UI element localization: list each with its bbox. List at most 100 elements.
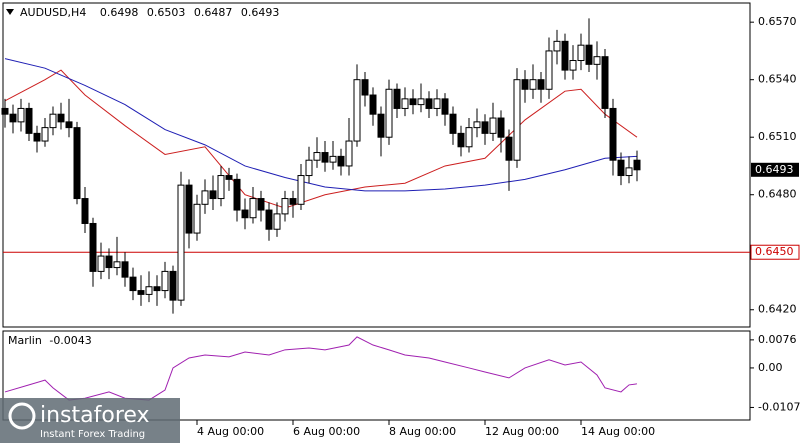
main-pane [2, 2, 751, 328]
candle-body [625, 167, 633, 177]
candle-body [457, 132, 465, 148]
candle-body [233, 178, 241, 211]
candle-body [449, 113, 457, 134]
y-tick-label: 0.00 [758, 361, 783, 374]
candle-body [33, 132, 41, 142]
candle-body [65, 121, 73, 129]
candle-body [145, 286, 153, 295]
candle-body [553, 40, 561, 52]
candle-body [489, 117, 497, 134]
candle-body [289, 198, 297, 205]
candle-body [201, 190, 209, 205]
candle-body [529, 79, 537, 90]
candle-body [137, 290, 145, 295]
candle-body [425, 98, 433, 109]
x-tick-label: 8 Aug 00:00 [389, 425, 456, 438]
oscillator-line [4, 336, 638, 401]
high: 0.6503 [147, 6, 186, 19]
logo-name: instaforex [40, 403, 150, 428]
indicator-name: Marlin [8, 334, 42, 347]
candle-body [353, 79, 361, 142]
open: 0.6498 [100, 6, 139, 19]
candle-body [313, 152, 321, 161]
candle-body [377, 113, 385, 138]
candle-body [401, 98, 409, 109]
candle-body [9, 113, 17, 123]
candle-body [113, 261, 121, 269]
candle-body [577, 44, 585, 62]
level-label: 0.6450 [755, 245, 794, 258]
candle-body [257, 198, 265, 211]
candle-body [513, 79, 521, 161]
candle-body [593, 56, 601, 65]
candle-body [305, 159, 313, 177]
candle-body [249, 198, 257, 219]
candle-body [337, 155, 345, 167]
candle-body [193, 203, 201, 234]
x-tick-label: 14 Aug 00:00 [581, 425, 655, 438]
candle-body [321, 152, 329, 163]
y-tick-label: 0.6570 [758, 15, 797, 28]
y-tick-label: 0.6510 [758, 130, 797, 143]
candle-body [609, 107, 617, 161]
candle-body [417, 98, 425, 106]
candle-body [177, 184, 185, 301]
candle-body [329, 155, 337, 163]
candle-body [569, 60, 577, 71]
candle-body [297, 175, 305, 205]
candle-body [585, 44, 593, 65]
moving-average [4, 69, 638, 209]
candle-body [409, 98, 417, 106]
candle-body [105, 255, 113, 269]
candle-body [497, 117, 505, 138]
y-tick-label: 0.6540 [758, 73, 797, 86]
level-label-box [750, 244, 800, 260]
candle-body [153, 286, 161, 292]
candle-body [97, 255, 105, 272]
candle-body [441, 98, 449, 115]
candle-body [345, 140, 353, 167]
logo-tagline: Instant Forex Trading [40, 429, 145, 440]
candle-body [1, 107, 9, 115]
chart-header: AUDUSD,H4 0.6498 0.6503 0.6487 0.6493 [20, 6, 279, 19]
candle-body [433, 98, 441, 109]
candle-body [57, 113, 65, 123]
candle-body [169, 270, 177, 301]
candle-body [537, 79, 545, 90]
candle-body [265, 209, 273, 230]
price-label: 0.6493 [755, 163, 794, 176]
low: 0.6487 [194, 6, 233, 19]
candle-body [225, 175, 233, 180]
indicator-value: -0.0043 [49, 334, 91, 347]
candle-body [481, 121, 489, 134]
indicator-pane [2, 330, 751, 421]
candle-body [17, 107, 25, 123]
candle-body [633, 159, 641, 171]
candle-body [393, 88, 401, 109]
candle-body [617, 159, 625, 177]
candle-body [41, 127, 49, 142]
y-tick-label: 0.6420 [758, 303, 797, 316]
candle-body [241, 209, 249, 219]
y-tick-label: -0.0107 [758, 400, 800, 413]
candle-body [473, 121, 481, 129]
x-tick-label: 4 Aug 00:00 [197, 425, 264, 438]
y-tick-label: 0.0076 [758, 333, 797, 346]
candle-body [521, 79, 529, 90]
candle-body [505, 136, 513, 161]
candle-body [273, 213, 281, 230]
logo-icon [8, 402, 36, 430]
price-label-box [751, 162, 799, 177]
candle-body [185, 184, 193, 234]
candle-body [369, 94, 377, 115]
x-tick-label: 12 Aug 00:00 [485, 425, 559, 438]
x-tick-label: 6 Aug 00:00 [293, 425, 360, 438]
candle-body [209, 190, 217, 200]
candle-body [217, 175, 225, 200]
moving-average [4, 58, 638, 192]
candle-body [129, 276, 137, 292]
candle-body [465, 127, 473, 148]
indicator-label: Marlin -0.0043 [8, 334, 92, 347]
candle-body [49, 113, 57, 129]
